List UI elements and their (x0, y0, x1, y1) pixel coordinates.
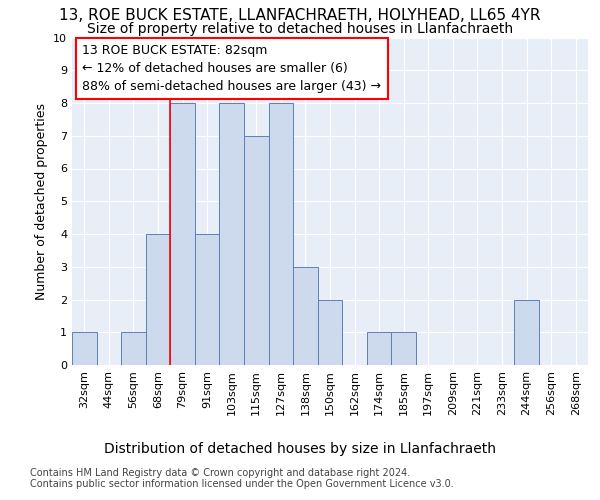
Bar (514, 300, 539, 365)
Bar (195, 234, 220, 365)
Bar (293, 267, 318, 365)
Text: Distribution of detached houses by size in Llanfachraeth: Distribution of detached houses by size … (104, 442, 496, 456)
Bar (146, 234, 170, 365)
Bar (121, 332, 146, 365)
Bar (244, 136, 269, 365)
Bar (220, 103, 244, 365)
Bar (72, 332, 97, 365)
Bar (170, 103, 195, 365)
Text: 13, ROE BUCK ESTATE, LLANFACHRAETH, HOLYHEAD, LL65 4YR: 13, ROE BUCK ESTATE, LLANFACHRAETH, HOLY… (59, 8, 541, 22)
Y-axis label: Number of detached properties: Number of detached properties (35, 103, 47, 300)
Bar (391, 332, 416, 365)
Bar (367, 332, 391, 365)
Text: 13 ROE BUCK ESTATE: 82sqm
← 12% of detached houses are smaller (6)
88% of semi-d: 13 ROE BUCK ESTATE: 82sqm ← 12% of detac… (82, 44, 382, 93)
Bar (269, 103, 293, 365)
Bar (318, 300, 342, 365)
Text: Contains HM Land Registry data © Crown copyright and database right 2024.: Contains HM Land Registry data © Crown c… (30, 468, 410, 477)
Text: Contains public sector information licensed under the Open Government Licence v3: Contains public sector information licen… (30, 479, 454, 489)
Text: Size of property relative to detached houses in Llanfachraeth: Size of property relative to detached ho… (87, 22, 513, 36)
